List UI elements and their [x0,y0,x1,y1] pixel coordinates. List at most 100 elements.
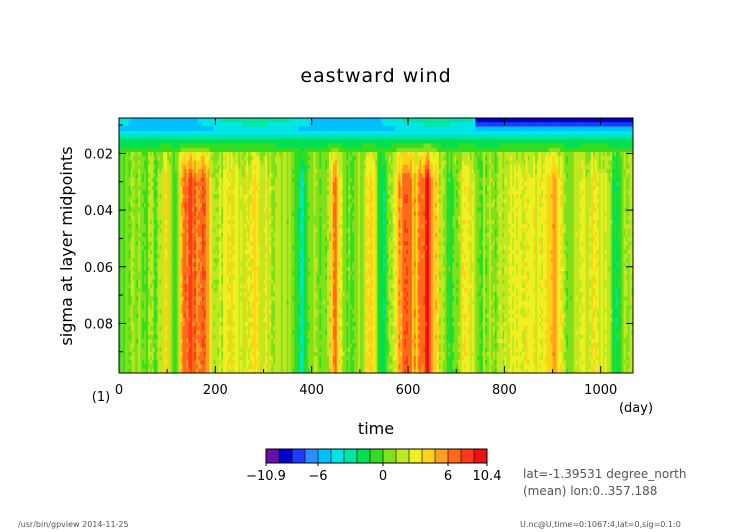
heatmap-cell [178,220,182,225]
heatmap-cell [213,220,216,225]
heatmap-cell [182,198,185,204]
heatmap-cell [257,228,261,234]
heatmap-cell [275,254,278,259]
heatmap-cell [207,305,210,310]
heatmap-cell [236,130,239,136]
heatmap-cell [230,262,234,268]
heatmap-cell [267,228,270,234]
heatmap-cell [253,232,257,238]
heatmap-cell [184,215,187,221]
heatmap-cell [132,266,135,272]
heatmap-cell [126,313,130,319]
heatmap-cell [163,262,166,268]
heatmap-cell [172,122,176,127]
heatmap-cell [178,360,182,365]
heatmap-cell [263,305,266,310]
heatmap-cell [120,300,124,306]
heatmap-cell [269,118,272,123]
heatmap-cell [186,309,189,314]
heatmap-cell [120,181,124,187]
heatmap-cell [261,258,264,263]
heatmap-cell [244,130,247,136]
heatmap-cell [224,283,228,289]
heatmap-cell [161,254,164,259]
heatmap-cell [138,228,141,234]
heatmap-cell [267,130,270,136]
heatmap-cell [128,215,131,221]
heatmap-cell [144,211,147,217]
heatmap-cell [230,339,234,344]
heatmap-cell [221,190,224,195]
heatmap-cell [198,160,201,166]
heatmap-cell [138,139,141,144]
heatmap-cell [271,275,274,280]
heatmap-cell [153,143,157,149]
heatmap-cell [149,292,153,297]
heatmap-cell [265,228,268,234]
heatmap-cell [176,160,180,166]
heatmap-cell [261,364,264,370]
heatmap-cell [248,139,251,144]
heatmap-cell [251,198,255,204]
heatmap-cell [251,237,255,242]
heatmap-cell [122,122,126,127]
heatmap-cell [174,300,178,306]
heatmap-cell [209,271,212,276]
heatmap-cell [215,343,218,348]
heatmap-cell [182,122,185,127]
heatmap-cell [201,220,205,225]
heatmap-cell [242,122,245,127]
heatmap-cell [228,279,232,285]
heatmap-cell [186,156,189,161]
heatmap-cell [124,258,128,263]
heatmap-cell [213,300,216,306]
heatmap-cell [153,300,157,306]
heatmap-cell [155,279,158,285]
heatmap-cell [269,143,272,149]
heatmap-cell [155,181,158,187]
heatmap-cell [178,173,182,178]
heatmap-cell [140,198,143,204]
heatmap-cell [159,300,162,306]
heatmap-cell [167,164,170,170]
heatmap-cell [253,130,257,136]
heatmap-cell [228,241,232,246]
heatmap-cell [196,237,199,242]
heatmap-cell [180,330,183,336]
heatmap-cell [232,283,236,289]
heatmap-cell [261,118,264,123]
heatmap-cell [190,330,193,336]
heatmap-cell [246,300,249,306]
heatmap-cell [120,343,124,348]
heatmap-cell [196,279,199,285]
heatmap-cell [151,262,155,268]
heatmap-cell [126,258,130,263]
heatmap-cell [136,228,139,234]
heatmap-cell [153,211,157,217]
heatmap-cell [136,135,139,140]
heatmap-cell [198,211,201,217]
heatmap-cell [209,130,212,136]
heatmap-cell [267,237,270,242]
heatmap-cell [134,292,137,297]
heatmap-cell [145,283,149,289]
heatmap-cell [151,232,155,238]
heatmap-cell [226,164,230,170]
heatmap-cell [128,288,131,293]
heatmap-cell [263,317,266,323]
heatmap-cell [124,130,128,136]
heatmap-cell [246,343,249,348]
heatmap-cell [157,122,160,127]
heatmap-cell [124,339,128,344]
heatmap-cell [219,356,222,361]
heatmap-cell [246,143,249,149]
heatmap-cell [151,279,155,285]
heatmap-cell [257,249,261,255]
heatmap-cell [130,169,133,174]
heatmap-cell [165,245,168,251]
heatmap-cell [120,232,124,238]
heatmap-cell [251,360,255,365]
heatmap-cell [122,313,126,319]
heatmap-cell [236,245,239,251]
heatmap-cell [176,305,180,310]
